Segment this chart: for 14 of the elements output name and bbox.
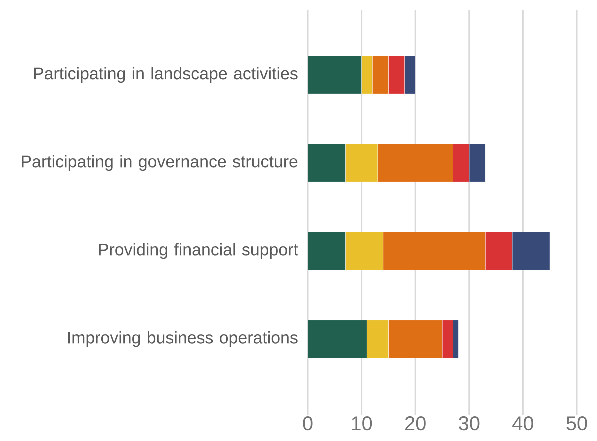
- x-tick-label: 50: [566, 416, 588, 431]
- x-tick-label: 40: [512, 416, 534, 431]
- x-tick-label: 20: [406, 416, 426, 431]
- y-tick-label: Improving business operations: [68, 331, 298, 348]
- bar: [308, 232, 346, 270]
- x-tick-label: 0: [303, 416, 313, 431]
- bar: [308, 320, 368, 358]
- y-tick-label: Participating in governance structure: [22, 155, 298, 172]
- y-tick-label: Providing financial support: [99, 243, 298, 260]
- y-tick-label: Participating in landscape activities: [34, 67, 298, 84]
- x-tick-label: 30: [459, 416, 480, 431]
- bar: [308, 56, 362, 94]
- x-tick-label: 10: [352, 416, 372, 431]
- bar: [308, 144, 346, 182]
